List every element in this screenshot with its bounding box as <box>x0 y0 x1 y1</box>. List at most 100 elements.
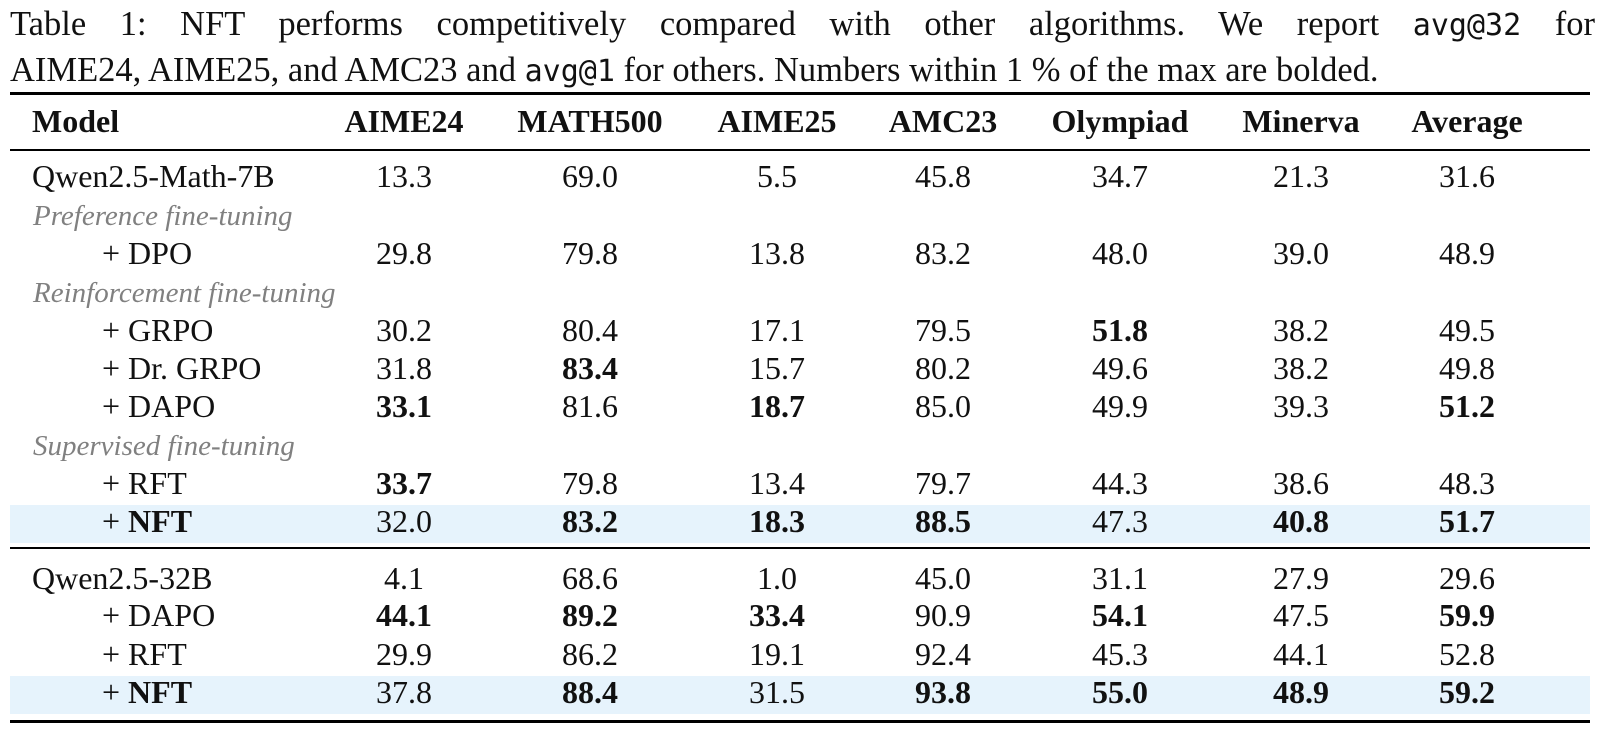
value-cell-average: 59.2 <box>1439 674 1495 710</box>
value-cell-aime24: 44.1 <box>376 597 432 633</box>
value-cell-minerva: 21.3 <box>1273 158 1329 194</box>
value-cell-amc23: 79.7 <box>915 465 971 501</box>
value-cell-aime24: 32.0 <box>376 503 432 539</box>
value-cell-average: 29.6 <box>1439 560 1495 596</box>
value-cell-amc23: 45.8 <box>915 158 971 194</box>
value-cell-average: 31.6 <box>1439 158 1495 194</box>
value-cell-aime24: 4.1 <box>384 560 424 596</box>
value-cell-average: 51.7 <box>1439 503 1495 539</box>
model-name-cell: + DAPO <box>102 597 216 633</box>
value-cell-average: 48.9 <box>1439 235 1495 271</box>
table-row: + GRPO 30.2 80.4 17.1 79.5 51.8 38.2 49.5 <box>10 311 1590 350</box>
value-cell-aime24: 37.8 <box>376 674 432 710</box>
value-cell-aime24: 33.7 <box>376 465 432 501</box>
table-row: + DPO 29.8 79.8 13.8 83.2 48.0 39.0 48.9 <box>10 234 1590 273</box>
group-label-preference: Preference fine-tuning <box>33 200 293 232</box>
value-cell-aime25: 18.3 <box>749 503 805 539</box>
value-cell-math500: 80.4 <box>562 312 618 348</box>
header-average: Average <box>1411 103 1523 139</box>
value-cell-math500: 68.6 <box>562 560 618 596</box>
table-row: Qwen2.5-Math-7B 13.3 69.0 5.5 45.8 34.7 21.3 31… <box>10 157 1590 196</box>
value-cell-aime24: 33.1 <box>376 388 432 424</box>
value-cell-aime25: 17.1 <box>749 312 805 348</box>
header-olympiad: Olympiad <box>1051 103 1189 139</box>
value-cell-aime24: 13.3 <box>376 158 432 194</box>
caption-line-1: Table 1: NFT performs competitively comp… <box>10 5 1595 43</box>
table-row: Qwen2.5-32B 4.1 68.6 1.0 45.0 31.1 27.9 29.6 <box>10 559 1590 598</box>
value-cell-amc23: 93.8 <box>915 674 971 710</box>
value-cell-aime24: 30.2 <box>376 312 432 348</box>
value-cell-aime25: 19.1 <box>749 636 805 672</box>
value-cell-average: 59.9 <box>1439 597 1495 633</box>
value-cell-math500: 89.2 <box>562 597 618 633</box>
header-aime24: AIME24 <box>344 103 464 139</box>
model-name-cell: Qwen2.5-Math-7B <box>32 158 275 194</box>
header-math500: MATH500 <box>517 103 663 139</box>
table-row: + NFT 32.0 83.2 18.3 88.5 47.3 40.8 51.7 <box>10 502 1590 541</box>
caption-code-avg32: avg@32 <box>1412 8 1522 43</box>
header-rule <box>10 149 1590 151</box>
value-cell-math500: 83.2 <box>562 503 618 539</box>
value-cell-math500: 81.6 <box>562 388 618 424</box>
group-label-reinforcement: Reinforcement fine-tuning <box>33 277 336 309</box>
value-cell-minerva: 48.9 <box>1273 674 1329 710</box>
value-cell-aime25: 5.5 <box>757 158 797 194</box>
value-cell-aime25: 15.7 <box>749 350 805 386</box>
value-cell-average: 48.3 <box>1439 465 1495 501</box>
table-row: + Dr. GRPO 31.8 83.4 15.7 80.2 49.6 38.2 49.8 <box>10 349 1590 388</box>
value-cell-average: 52.8 <box>1439 636 1495 672</box>
table-caption: Table 1: NFT performs competitively comp… <box>10 2 1595 94</box>
value-cell-amc23: 88.5 <box>915 503 971 539</box>
value-cell-aime25: 33.4 <box>749 597 805 633</box>
value-cell-olympiad: 48.0 <box>1092 235 1148 271</box>
value-cell-amc23: 80.2 <box>915 350 971 386</box>
value-cell-aime25: 18.7 <box>749 388 805 424</box>
value-cell-aime25: 13.8 <box>749 235 805 271</box>
model-name-cell: + DAPO <box>102 388 216 424</box>
caption-code-avg1: avg@1 <box>524 54 615 89</box>
header-model: Model <box>32 103 120 139</box>
value-cell-aime25: 31.5 <box>749 674 805 710</box>
model-name-cell: + Dr. GRPO <box>102 350 262 386</box>
table-row: + RFT 29.9 86.2 19.1 92.4 45.3 44.1 52.8 <box>10 635 1590 674</box>
value-cell-math500: 79.8 <box>562 465 618 501</box>
bottom-rule <box>10 720 1590 723</box>
value-cell-math500: 88.4 <box>562 674 618 710</box>
value-cell-math500: 86.2 <box>562 636 618 672</box>
group-label-supervised: Supervised fine-tuning <box>33 430 295 462</box>
value-cell-amc23: 85.0 <box>915 388 971 424</box>
value-cell-olympiad: 45.3 <box>1092 636 1148 672</box>
value-cell-aime25: 1.0 <box>757 560 797 596</box>
value-cell-olympiad: 44.3 <box>1092 465 1148 501</box>
value-cell-minerva: 27.9 <box>1273 560 1329 596</box>
model-name-cell: + RFT <box>102 636 187 672</box>
header-aime25: AIME25 <box>717 103 837 139</box>
model-name-cell: + NFT <box>102 674 193 710</box>
value-cell-average: 49.5 <box>1439 312 1495 348</box>
header-minerva: Minerva <box>1242 103 1360 139</box>
value-cell-olympiad: 31.1 <box>1092 560 1148 596</box>
value-cell-aime24: 31.8 <box>376 350 432 386</box>
model-name-cell: + DPO <box>102 235 193 271</box>
value-cell-olympiad: 49.6 <box>1092 350 1148 386</box>
value-cell-amc23: 83.2 <box>915 235 971 271</box>
table-row: + DAPO 44.1 89.2 33.4 90.9 54.1 47.5 59.9 <box>10 596 1590 635</box>
value-cell-average: 49.8 <box>1439 350 1495 386</box>
value-cell-minerva: 38.6 <box>1273 465 1329 501</box>
value-cell-olympiad: 55.0 <box>1092 674 1148 710</box>
value-cell-amc23: 79.5 <box>915 312 971 348</box>
value-cell-olympiad: 54.1 <box>1092 597 1148 633</box>
highlight-nft-7b <box>10 505 1590 543</box>
value-cell-math500: 83.4 <box>562 350 618 386</box>
value-cell-minerva: 47.5 <box>1273 597 1329 633</box>
value-cell-olympiad: 47.3 <box>1092 503 1148 539</box>
model-name-cell: + GRPO <box>102 312 214 348</box>
header-row: Model AIME24 MATH500 AIME25 AMC23 Olympi… <box>10 102 1590 141</box>
model-name-cell: + RFT <box>102 465 187 501</box>
value-cell-amc23: 92.4 <box>915 636 971 672</box>
value-cell-minerva: 39.0 <box>1273 235 1329 271</box>
value-cell-aime25: 13.4 <box>749 465 805 501</box>
table-row: + DAPO 33.1 81.6 18.7 85.0 49.9 39.3 51.2 <box>10 387 1590 426</box>
value-cell-aime24: 29.8 <box>376 235 432 271</box>
value-cell-math500: 69.0 <box>562 158 618 194</box>
